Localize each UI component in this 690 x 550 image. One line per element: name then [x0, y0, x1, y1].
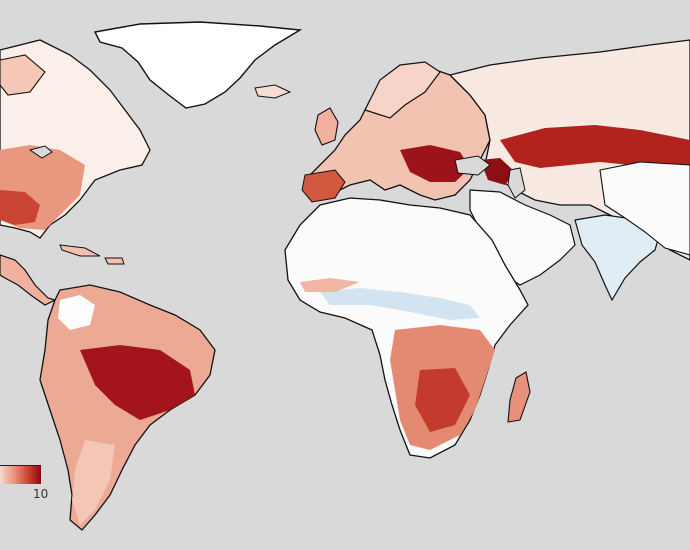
- central-asia-hot: [500, 125, 690, 172]
- us-southeast-hot: [0, 190, 40, 225]
- uk: [314, 107, 339, 146]
- south-america-south: [72, 440, 115, 525]
- mexico-central-america: [0, 254, 57, 306]
- iberia-hot: [301, 169, 346, 203]
- cuba: [59, 244, 101, 257]
- southern-africa-hot: [415, 368, 470, 432]
- canada-arctic: [0, 54, 46, 96]
- sahel-cool-band: [320, 288, 480, 320]
- china: [599, 161, 690, 256]
- great-lakes: [28, 145, 53, 159]
- colorbar: [0, 465, 41, 484]
- amazon-north: [58, 295, 95, 330]
- madagascar: [507, 371, 531, 423]
- scandinavia: [364, 61, 441, 119]
- iceland: [254, 84, 292, 99]
- greenland: [93, 21, 303, 109]
- west-africa-warm: [300, 278, 360, 292]
- black-sea: [454, 155, 491, 176]
- amazon-hot-core: [80, 345, 195, 420]
- balkans-hot: [400, 145, 470, 182]
- colorbar-max-label: 10: [33, 487, 49, 501]
- caspian-sea: [507, 167, 526, 199]
- hispaniola: [104, 257, 125, 265]
